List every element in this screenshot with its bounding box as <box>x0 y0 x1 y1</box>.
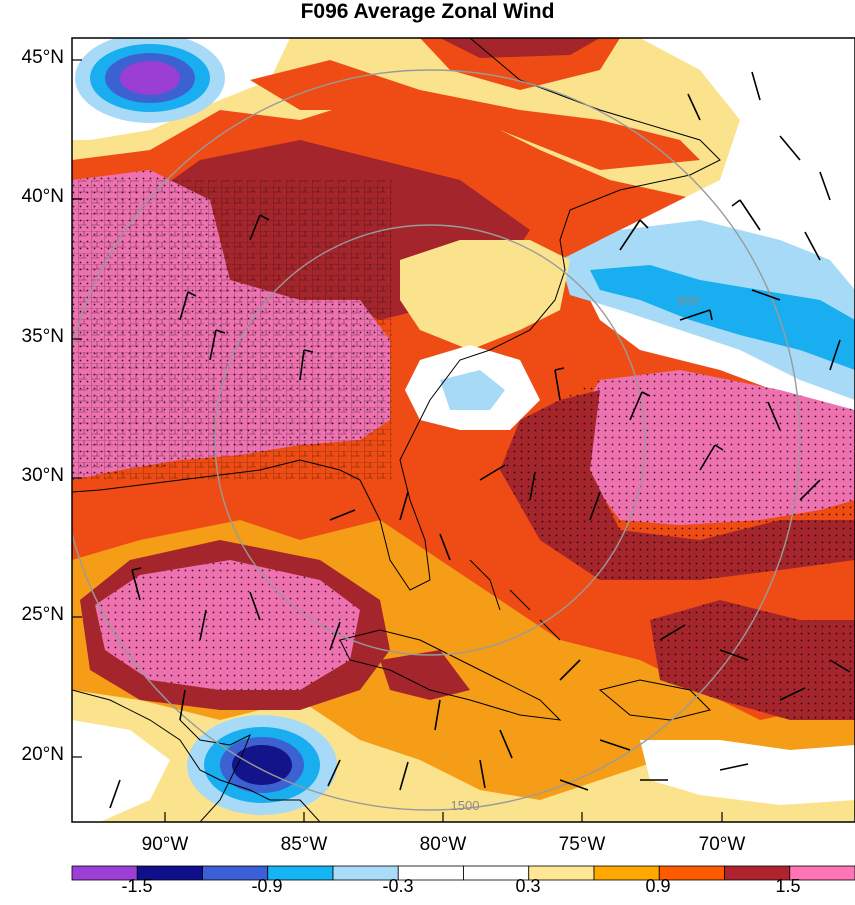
lat-label-45n: 45°N <box>21 47 64 68</box>
range-ring-label-1500: 1500 <box>451 798 480 813</box>
range-ring-label-900: 900 <box>677 293 699 308</box>
colorbar-label-5: 1.5 <box>775 876 801 896</box>
range-ring-outer <box>72 69 801 811</box>
lat-label-35n: 35°N <box>21 326 64 347</box>
map-plot-area <box>72 38 855 822</box>
lat-label-25n: 25°N <box>21 604 64 625</box>
lat-label-40n: 40°N <box>21 186 64 207</box>
field-white-south <box>72 720 170 822</box>
field-darkred-cuba <box>380 650 470 700</box>
range-ring-inner <box>214 224 646 656</box>
range-rings <box>72 69 801 811</box>
coastline-mexico <box>72 689 321 822</box>
map-frame <box>71 37 855 823</box>
colorbar-swatch <box>789 865 855 881</box>
colorbar-label-3: 0.3 <box>515 876 541 896</box>
lon-label-90w: 90°W <box>141 834 189 855</box>
stipple-overlay <box>72 170 855 720</box>
field-orange-band-north <box>250 60 700 170</box>
lon-label-85w: 85°W <box>280 834 328 855</box>
wind-barbs <box>109 71 851 809</box>
field-white-southeast <box>640 740 855 805</box>
lon-label-70w: 70°W <box>698 834 746 855</box>
field-navy-cyclone <box>232 745 292 785</box>
coastline-cuba <box>339 629 562 721</box>
lon-label-80w: 80°W <box>419 834 467 855</box>
colorbar-label-4: 0.9 <box>645 876 671 896</box>
lat-label-20n: 20°N <box>21 744 64 765</box>
field-skyblue-east <box>590 265 855 370</box>
field-light-yellow-coast <box>400 240 570 350</box>
colorbar-label-1: -0.9 <box>251 876 283 896</box>
map-title: F096 Average Zonal Wind <box>300 0 555 23</box>
lat-label-30n: 30°N <box>21 465 64 486</box>
colorbar-label-0: -1.5 <box>121 876 153 896</box>
coastline-us-east <box>72 38 721 591</box>
lon-label-75w: 75°W <box>558 834 606 855</box>
colorbar <box>71 865 855 881</box>
field-purple-nw <box>120 61 180 95</box>
coastline-yucatan <box>179 719 251 822</box>
coastline-hispaniola <box>598 679 711 721</box>
field-light-blue-coast <box>440 370 505 410</box>
colorbar-label-2: -0.3 <box>382 876 414 896</box>
field-darkred-north <box>440 38 600 58</box>
axis-ticks <box>72 59 723 822</box>
